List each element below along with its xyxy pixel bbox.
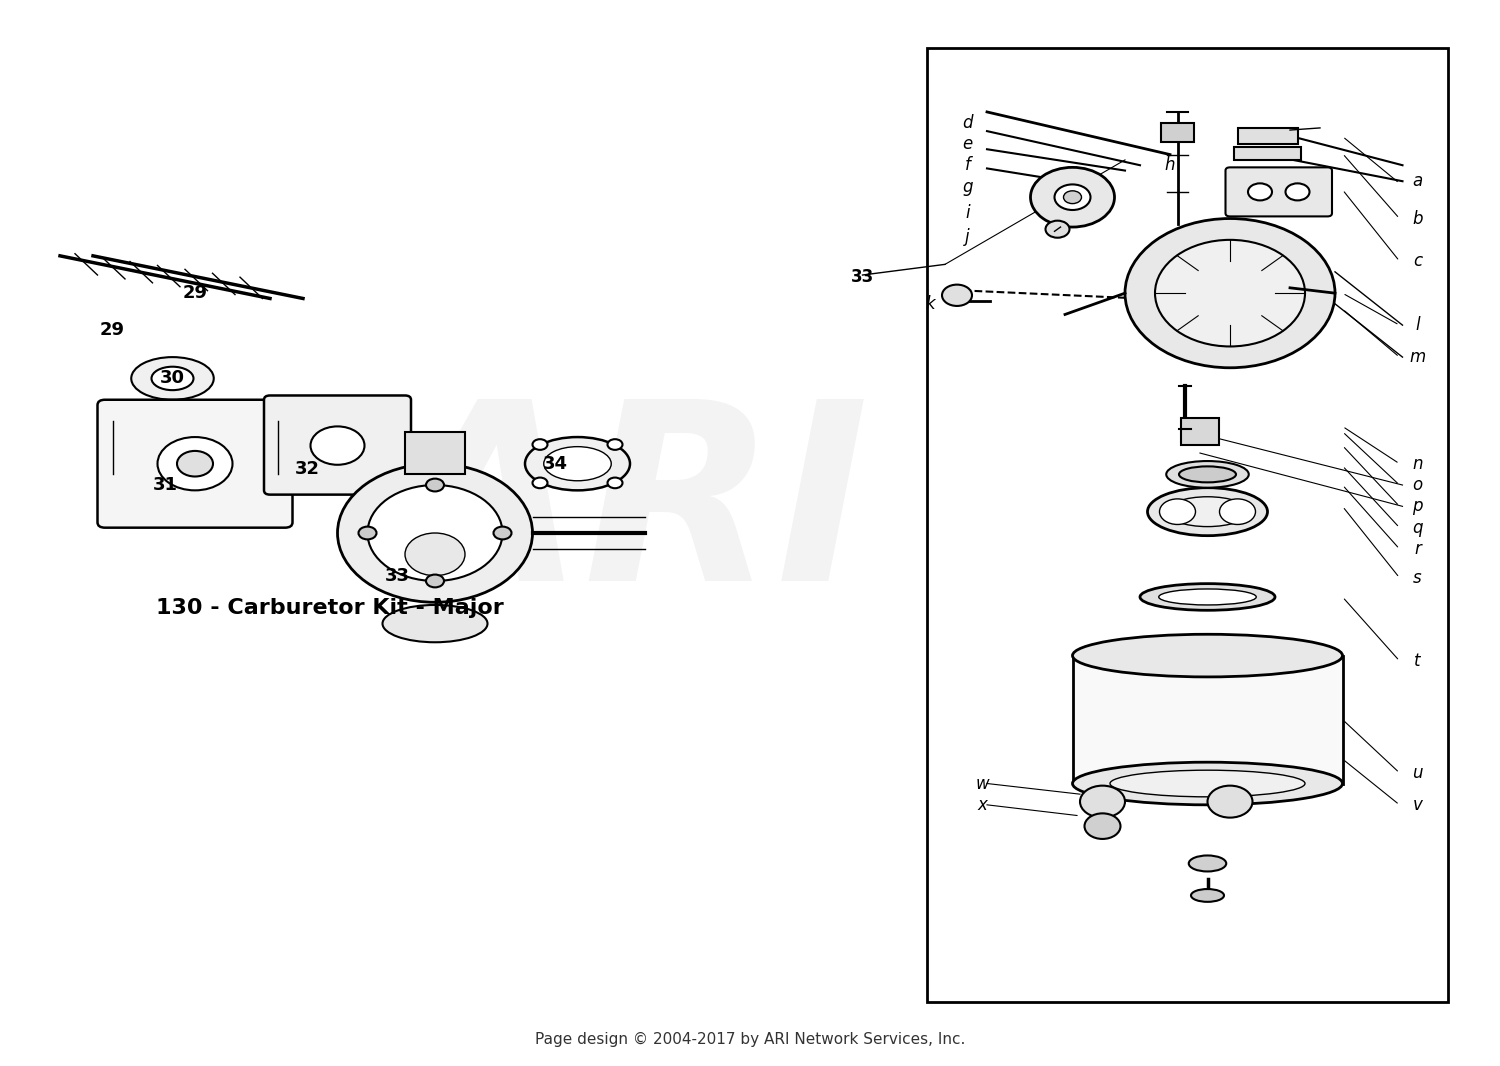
Bar <box>405 432 465 474</box>
Text: 29: 29 <box>183 285 207 302</box>
Circle shape <box>1208 786 1252 818</box>
Text: b: b <box>1413 210 1422 227</box>
Circle shape <box>1046 221 1070 238</box>
FancyBboxPatch shape <box>98 400 292 528</box>
Text: o: o <box>1413 477 1422 494</box>
Circle shape <box>426 479 444 491</box>
Circle shape <box>405 533 465 576</box>
Circle shape <box>532 478 548 488</box>
Bar <box>1233 147 1300 160</box>
Circle shape <box>1286 183 1310 200</box>
Text: w: w <box>975 775 990 792</box>
Ellipse shape <box>1072 634 1342 677</box>
Text: u: u <box>1413 764 1422 781</box>
Ellipse shape <box>1167 497 1248 527</box>
Bar <box>1238 128 1298 144</box>
Circle shape <box>494 527 512 539</box>
Ellipse shape <box>1140 584 1275 610</box>
Text: 30: 30 <box>160 370 184 387</box>
Text: m: m <box>1410 349 1425 366</box>
FancyBboxPatch shape <box>264 395 411 495</box>
Text: r: r <box>1414 540 1420 558</box>
Circle shape <box>1080 786 1125 818</box>
Bar <box>927 48 1448 1002</box>
Text: 34: 34 <box>543 455 567 472</box>
Text: n: n <box>1413 455 1422 472</box>
Ellipse shape <box>1167 461 1248 488</box>
Text: p: p <box>1413 498 1422 515</box>
Ellipse shape <box>382 605 488 642</box>
Text: 130 - Carburetor Kit - Major: 130 - Carburetor Kit - Major <box>156 598 504 617</box>
Ellipse shape <box>132 357 213 400</box>
Ellipse shape <box>1191 889 1224 902</box>
Ellipse shape <box>1188 855 1227 872</box>
Ellipse shape <box>525 437 630 490</box>
Text: 33: 33 <box>386 567 410 584</box>
Text: 33: 33 <box>850 269 874 286</box>
Text: t: t <box>1414 652 1420 669</box>
Text: q: q <box>1413 519 1422 536</box>
Ellipse shape <box>1110 770 1305 797</box>
Circle shape <box>608 439 622 450</box>
Ellipse shape <box>543 447 612 481</box>
Circle shape <box>1220 499 1256 524</box>
Text: f: f <box>964 157 970 174</box>
Text: j: j <box>964 228 970 245</box>
Text: 32: 32 <box>296 461 320 478</box>
Circle shape <box>1064 191 1082 204</box>
Text: d: d <box>963 114 972 131</box>
Circle shape <box>1155 240 1305 346</box>
Circle shape <box>1125 219 1335 368</box>
Circle shape <box>608 478 622 488</box>
Text: x: x <box>978 796 987 813</box>
Text: h: h <box>1164 157 1176 174</box>
Ellipse shape <box>1179 467 1236 482</box>
Circle shape <box>310 426 364 465</box>
Circle shape <box>368 485 502 581</box>
Text: Page design © 2004-2017 by ARI Network Services, Inc.: Page design © 2004-2017 by ARI Network S… <box>536 1032 964 1047</box>
Text: l: l <box>1414 317 1420 334</box>
Ellipse shape <box>1072 762 1342 805</box>
Circle shape <box>942 285 972 306</box>
Text: c: c <box>1413 253 1422 270</box>
Text: 31: 31 <box>153 477 177 494</box>
Text: i: i <box>964 205 970 222</box>
Text: e: e <box>963 135 972 152</box>
Circle shape <box>177 451 213 477</box>
Circle shape <box>426 575 444 587</box>
Text: k: k <box>926 295 934 312</box>
Ellipse shape <box>1158 588 1257 605</box>
Circle shape <box>158 437 232 490</box>
Circle shape <box>532 439 548 450</box>
Ellipse shape <box>152 367 194 390</box>
Text: g: g <box>963 178 972 195</box>
FancyBboxPatch shape <box>1226 167 1332 216</box>
Text: 29: 29 <box>100 322 124 339</box>
Bar <box>1182 418 1219 446</box>
Circle shape <box>338 464 532 602</box>
Text: a: a <box>1413 173 1422 190</box>
Bar <box>1161 123 1194 142</box>
Circle shape <box>1248 183 1272 200</box>
Circle shape <box>1160 499 1196 524</box>
Circle shape <box>1084 813 1120 839</box>
Circle shape <box>358 527 376 539</box>
Circle shape <box>1054 184 1090 210</box>
Ellipse shape <box>1148 487 1268 535</box>
Text: v: v <box>1413 796 1422 813</box>
Circle shape <box>1030 167 1114 227</box>
Text: ARI: ARI <box>390 390 870 633</box>
Text: s: s <box>1413 569 1422 586</box>
